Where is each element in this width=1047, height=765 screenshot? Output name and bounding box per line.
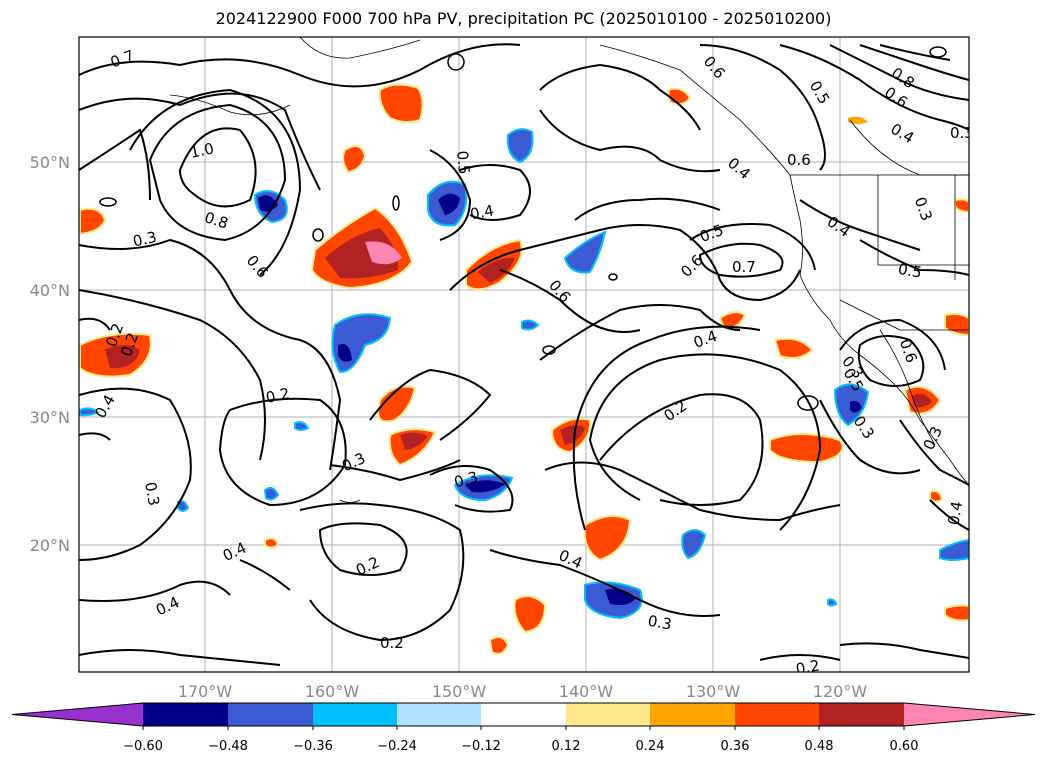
precip-negative-shading [79,128,969,620]
colorbar-segment [650,703,735,726]
lat-label: 50°N [30,153,70,172]
colorbar-tick: −0.24 [377,739,417,754]
small-contours [99,46,947,411]
lon-label: 140°W [559,682,614,701]
lon-label: 120°W [813,682,868,701]
colorbar-segment [228,703,313,726]
map-title: 2024122900 F000 700 hPa PV, precipitatio… [215,9,832,28]
lon-label: 130°W [686,682,741,701]
colorbar-tick: 0.36 [721,739,750,754]
colorbar-segment [481,703,566,726]
colorbar [11,702,1036,730]
colorbar-segment [566,703,650,726]
gridlines [79,37,969,672]
lat-label: 20°N [30,536,70,555]
contour-label: 1.0 [188,139,215,162]
precip-positive-shading [79,83,969,655]
colorbar-extend-min [12,703,143,726]
colorbar-segment [735,703,819,726]
lat-label: 40°N [30,281,70,300]
colorbar-segment [143,703,228,726]
contour-label: 0.2 [264,384,291,407]
colorbar-tick: 0.60 [890,739,919,754]
colorbar-tick: −0.36 [293,739,333,754]
pv-contours [79,43,969,666]
latitude-labels: 50°N 40°N 30°N 20°N [30,153,70,555]
contour-label: 0.3 [646,612,673,634]
colorbar-tick: −0.12 [461,739,501,754]
contour-label: 0.4 [469,201,496,223]
lon-label: 170°W [178,682,233,701]
colorbar-tick-labels: −0.60 −0.48 −0.36 −0.24 −0.12 0.12 0.24 … [123,739,918,754]
colorbar-segment [313,703,397,726]
contour-label: 0.2 [380,634,404,652]
colorbar-tick: −0.48 [208,739,248,754]
colorbar-segment [397,703,481,726]
colorbar-tick: 0.48 [805,739,834,754]
map-border [78,36,970,673]
colorbar-segment [819,703,904,726]
contour-label: 0.2 [794,656,821,678]
lat-label: 30°N [30,408,70,427]
contour-label: 0.3 [141,481,163,508]
contour-label: 0.3 [452,468,480,492]
colorbar-tick: 0.12 [552,739,581,754]
contour-label: 0.3 [950,124,974,142]
longitude-labels: 170°W 160°W 150°W 140°W 130°W 120°W [178,682,868,701]
lon-label: 150°W [432,682,487,701]
contour-label: 0.6 [787,151,811,169]
contour-label: 0.5 [897,260,924,282]
colorbar-tick: 0.24 [636,739,665,754]
lon-label: 160°W [305,682,360,701]
colorbar-tick: −0.60 [123,739,163,754]
contour-label: 0.3 [131,228,158,251]
contour-label: 0.5 [453,150,473,175]
contour-label: 0.7 [732,258,756,276]
colorbar-extend-max [904,703,1035,726]
contour-label: 0.4 [944,500,966,527]
